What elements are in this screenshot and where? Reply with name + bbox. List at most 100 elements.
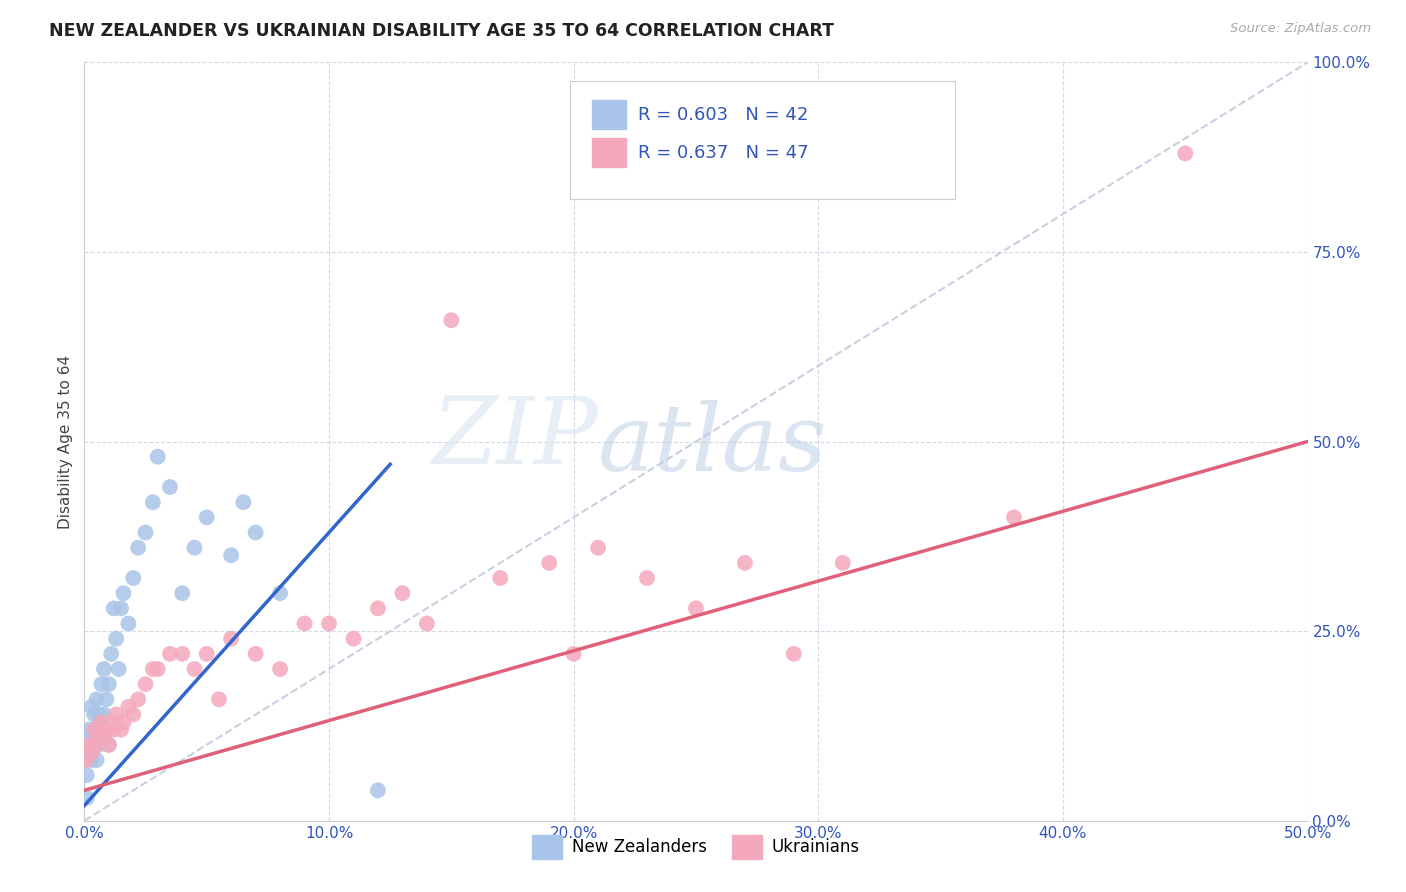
Point [831,556,853,570]
Point [734,556,756,570]
Point [159,647,181,661]
Point [135,677,157,691]
Point [105,707,128,722]
Point [96,692,118,706]
Point [685,601,707,615]
Point [112,586,135,600]
Point [103,601,125,615]
Point [146,450,169,464]
Point [294,616,316,631]
Point [87,738,110,752]
Point [195,510,218,524]
Point [90,677,112,691]
Point [172,586,194,600]
Point [87,730,110,744]
Point [183,662,205,676]
Point [87,707,110,722]
Point [110,723,132,737]
Point [135,525,157,540]
Point [105,632,128,646]
Point [245,525,267,540]
Point [107,662,129,676]
Point [172,647,194,661]
Point [142,662,165,676]
Point [1002,510,1025,524]
Point [76,768,98,782]
Point [100,647,122,661]
Point [77,723,100,737]
Point [103,723,125,737]
Point [342,632,364,646]
Point [269,586,291,600]
Point [269,662,291,676]
Point [96,723,118,737]
Point [159,480,181,494]
Point [93,707,115,722]
Point [86,753,108,767]
Point [90,723,112,737]
Bar [592,101,626,129]
Point [93,662,115,676]
Point [195,647,218,661]
Point [83,707,105,722]
Point [86,692,108,706]
Point [440,313,463,327]
Point [117,699,139,714]
Point [76,753,98,767]
Point [77,746,100,760]
FancyBboxPatch shape [569,81,955,199]
Point [122,571,145,585]
Point [367,601,389,615]
Point [562,647,585,661]
Point [80,753,103,767]
Point [146,662,169,676]
Text: NEW ZEALANDER VS UKRAINIAN DISABILITY AGE 35 TO 64 CORRELATION CHART: NEW ZEALANDER VS UKRAINIAN DISABILITY AG… [49,22,834,40]
Point [208,692,231,706]
Point [391,586,413,600]
Point [97,677,120,691]
Point [232,495,254,509]
Point [586,541,609,555]
Y-axis label: Disability Age 35 to 64: Disability Age 35 to 64 [58,354,73,529]
Point [97,738,120,752]
Point [76,791,98,805]
Point [318,616,340,631]
Point [86,738,108,752]
Point [127,692,149,706]
Point [142,495,165,509]
Point [122,707,145,722]
Point [110,601,132,615]
Point [183,541,205,555]
Point [489,571,512,585]
Point [80,699,103,714]
Point [245,647,267,661]
Point [100,715,122,730]
Point [80,746,103,760]
Text: R = 0.603   N = 42: R = 0.603 N = 42 [638,106,808,124]
Point [93,730,115,744]
Point [90,715,112,730]
Legend: New Zealanders, Ukrainians: New Zealanders, Ukrainians [526,829,866,865]
Point [83,723,105,737]
Point [367,783,389,797]
Point [219,548,242,563]
Text: ZIP: ZIP [432,392,598,483]
Point [97,738,120,752]
Text: Source: ZipAtlas.com: Source: ZipAtlas.com [1230,22,1371,36]
Point [117,616,139,631]
Point [636,571,658,585]
Point [219,632,242,646]
Text: atlas: atlas [598,401,828,491]
Point [80,730,103,744]
Text: R = 0.637   N = 47: R = 0.637 N = 47 [638,144,808,161]
Point [112,715,135,730]
Point [416,616,439,631]
Bar [592,138,626,167]
Point [783,647,806,661]
Point [538,556,561,570]
Point [83,738,105,752]
Point [1174,146,1197,161]
Point [127,541,149,555]
Point [77,738,100,752]
Point [86,723,108,737]
